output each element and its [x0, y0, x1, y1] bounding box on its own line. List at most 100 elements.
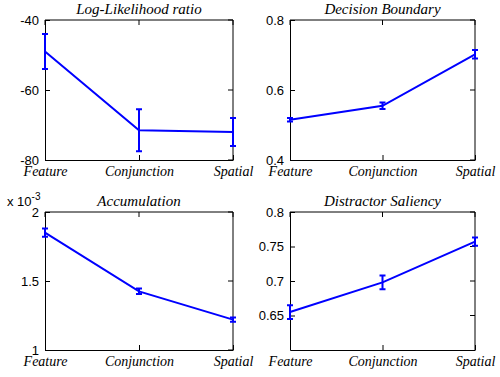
tick-mark — [139, 212, 140, 217]
x-ticks-top — [290, 212, 475, 217]
axis-line — [291, 160, 476, 161]
tick-mark — [470, 20, 475, 21]
y-axis: 0.40.60.8 — [266, 13, 295, 168]
frame — [290, 212, 475, 350]
tick-label: Spatial — [214, 354, 254, 369]
tick-label: 0.6 — [266, 83, 284, 98]
tick-mark — [233, 212, 234, 217]
error-bar — [287, 305, 293, 319]
tick-mark — [382, 212, 383, 217]
tick-label: -60 — [20, 83, 39, 98]
marks — [287, 238, 478, 319]
tick-mark — [470, 281, 475, 282]
y-axis: 0.65 0.7 0.75 0.8 — [259, 205, 295, 351]
tick: -60 — [20, 83, 50, 98]
figure: -80-60-40FeatureConjunctionSpatialLog-Li… — [0, 0, 500, 377]
tick: 0.8 — [266, 13, 295, 28]
y-ticks-right — [470, 20, 475, 160]
tick-label: 2 — [32, 205, 39, 220]
marks — [42, 34, 236, 151]
tick-mark — [233, 345, 234, 350]
error-bar — [380, 103, 386, 109]
tick-label: Conjunction — [105, 354, 174, 369]
tick-mark — [290, 281, 295, 282]
error-bar — [287, 118, 293, 122]
tick-label: 1.5 — [21, 274, 39, 289]
error-bar — [230, 318, 236, 322]
tick-mark — [45, 212, 46, 217]
panel: 0.65 0.7 0.75 0.8 Feature Conjunction Spatial D… — [259, 193, 496, 369]
error-bar — [136, 289, 142, 295]
tick-label: Feature — [268, 164, 313, 179]
tick-mark — [475, 155, 476, 160]
axis-line — [46, 160, 234, 161]
tick-label: Spatial — [456, 354, 496, 369]
tick-mark — [290, 20, 295, 21]
line — [290, 242, 475, 312]
tick: Conjunction — [348, 155, 417, 179]
tick: 0.6 — [266, 83, 295, 98]
tick-mark — [470, 212, 475, 213]
frame — [290, 20, 475, 160]
error-bar — [380, 275, 386, 289]
panel: 11.52FeatureConjunctionSpatialAccumulati… — [7, 191, 253, 369]
tick: Spatial — [456, 155, 496, 179]
tick-mark — [228, 90, 233, 91]
tick-mark — [383, 345, 384, 350]
tick-label: 0.8 — [266, 13, 284, 28]
x-ticks-top — [290, 20, 475, 25]
tick-mark — [233, 155, 234, 160]
marks — [287, 50, 478, 121]
error-bar — [472, 50, 478, 58]
annotation: x 10-3 — [7, 191, 41, 209]
tick-mark — [290, 155, 291, 160]
tick-mark — [233, 20, 234, 25]
tick-mark — [475, 345, 476, 350]
tick: Feature — [23, 155, 68, 179]
tick-label: Spatial — [214, 164, 254, 179]
title: Decision Boundary — [323, 1, 441, 17]
tick: 0.7 — [266, 274, 295, 289]
tick-label: Feature — [23, 354, 68, 369]
title: Accumulation — [96, 193, 180, 209]
tick-mark — [139, 345, 140, 350]
tick-mark — [290, 212, 291, 217]
title: Distractor Saliency — [323, 193, 441, 209]
x-axis: Feature Conjunction Spatial — [23, 155, 254, 179]
panel: -80-60-40FeatureConjunctionSpatialLog-Li… — [20, 1, 253, 179]
tick: Conjunction — [105, 155, 174, 179]
tick-mark — [228, 212, 233, 213]
tick-label: Feature — [268, 354, 313, 369]
tick-label: 0.75 — [259, 239, 284, 254]
tick-mark — [45, 281, 50, 282]
tick: 1.5 — [21, 274, 50, 289]
tick-mark — [383, 155, 384, 160]
marks — [42, 229, 236, 322]
tick-mark — [45, 20, 46, 25]
x-ticks-top — [45, 20, 233, 25]
tick: 0.75 — [259, 239, 295, 254]
tick-label: 0.8 — [266, 205, 284, 220]
tick: 2 — [32, 205, 50, 220]
tick-mark — [139, 20, 140, 25]
tick-label: Conjunction — [348, 164, 417, 179]
tick-label: 0.65 — [259, 308, 284, 323]
tick: Feature — [268, 155, 313, 179]
x-ticks-top — [45, 212, 233, 217]
tick-label: Conjunction — [105, 164, 174, 179]
tick: Conjunction — [348, 345, 417, 369]
error-bar — [42, 34, 48, 69]
line — [290, 54, 475, 119]
error-bar — [472, 238, 478, 246]
tick-mark — [45, 155, 46, 160]
error-bar — [136, 109, 142, 151]
tick-mark — [290, 212, 295, 213]
y-axis: -80-60-40 — [20, 13, 50, 168]
tick-mark — [45, 20, 50, 21]
tick-label: Spatial — [456, 164, 496, 179]
x-axis: Feature Conjunction Spatial — [268, 345, 496, 369]
error-bar — [42, 229, 48, 237]
tick-mark — [290, 20, 291, 25]
error-bar — [230, 118, 236, 146]
tick-mark — [45, 212, 50, 213]
